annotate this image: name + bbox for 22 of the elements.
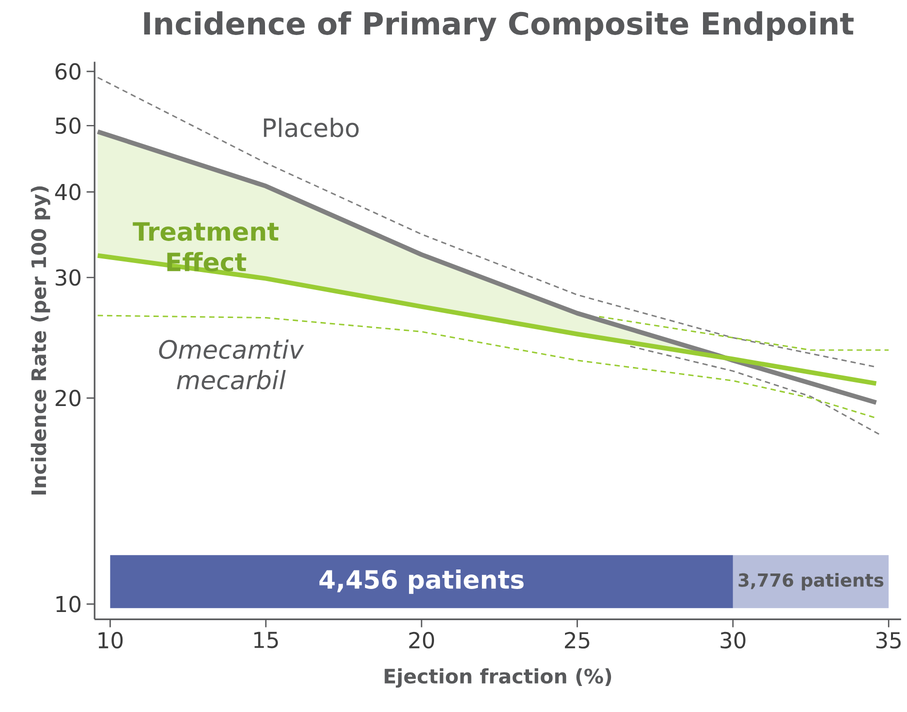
y-tick-label: 30 (56, 269, 80, 286)
band-label: 4,456 patients (319, 570, 524, 594)
series-label: Placebo (264, 118, 359, 138)
line-series (96, 76, 877, 368)
y-tick-label: 60 (56, 63, 80, 80)
x-tick-label: 15 (254, 632, 278, 648)
band-label: 3,776 patients (738, 573, 884, 590)
y-tick-label: 20 (56, 390, 80, 406)
x-tick-label: 10 (98, 632, 123, 649)
y-axis-title: Incidence Rate (per 100 py) (30, 186, 50, 495)
chart-title: Incidence of Primary Composite Endpoint (144, 11, 854, 42)
y-tick-label: 40 (55, 184, 80, 200)
x-tick-label: 35 (876, 632, 901, 649)
x-tick-label: 25 (564, 632, 590, 649)
y-tick-label: 10 (56, 596, 80, 612)
x-tick-label: 30 (720, 632, 746, 649)
y-tick-label: 50 (56, 117, 80, 134)
annotation: Treatment Effect (132, 222, 279, 272)
x-tick-label: 20 (409, 632, 434, 649)
x-axis-title: Ejection fraction (%) (384, 668, 612, 688)
line-series (96, 314, 877, 419)
text: Omecamtiv mecarbil (159, 340, 304, 390)
